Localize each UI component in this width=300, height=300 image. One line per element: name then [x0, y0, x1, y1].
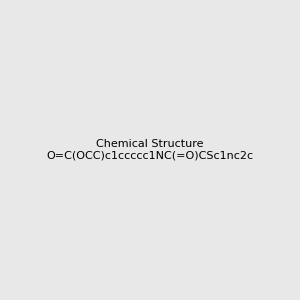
Text: Chemical Structure
O=C(OCC)c1ccccc1NC(=O)CSc1nc2c: Chemical Structure O=C(OCC)c1ccccc1NC(=O… [46, 139, 253, 161]
